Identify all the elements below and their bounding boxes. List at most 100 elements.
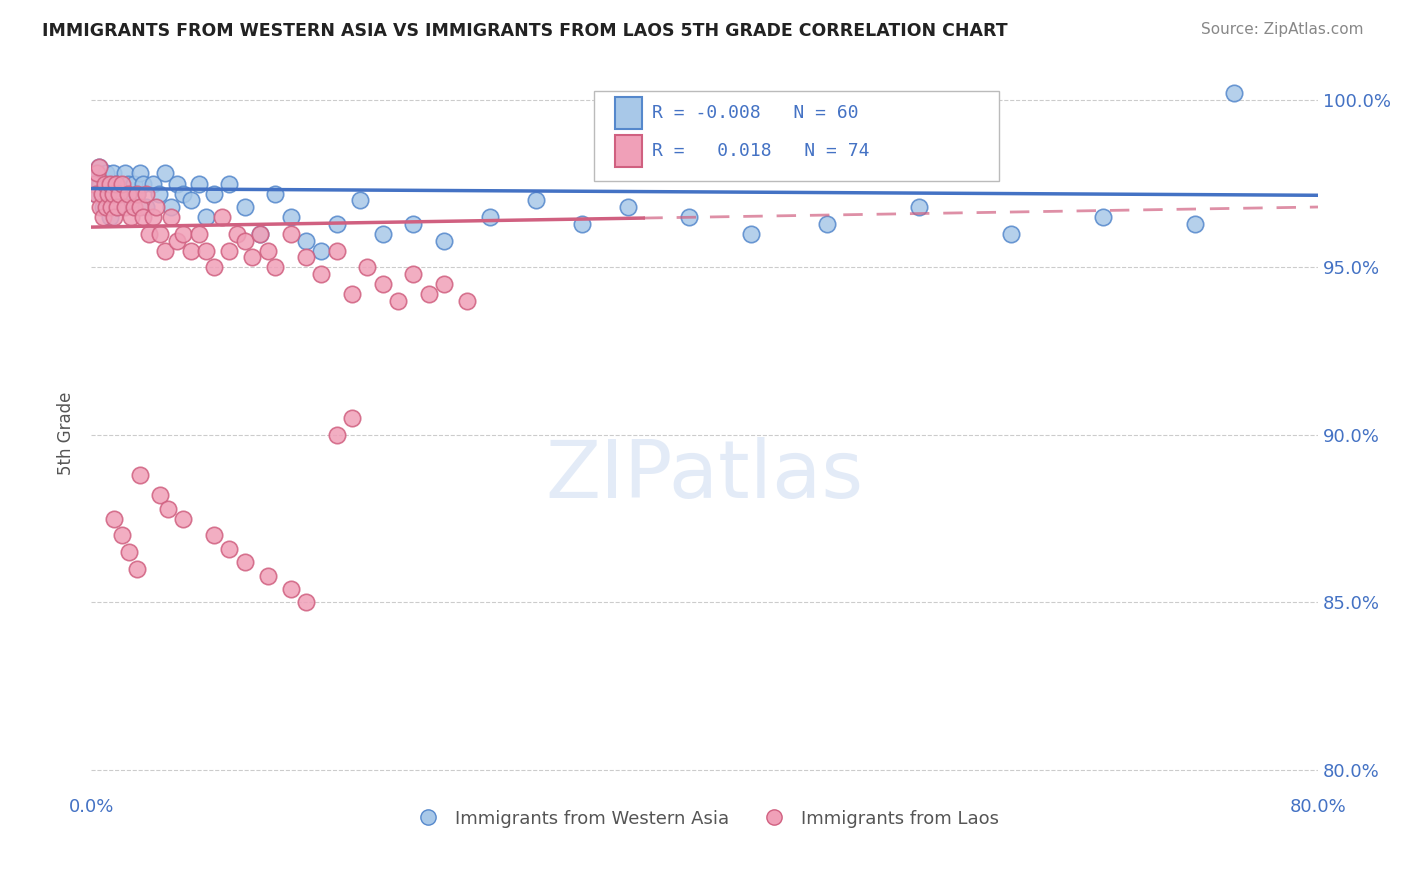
- Point: [153, 244, 176, 258]
- Point: [172, 511, 194, 525]
- Point: [456, 293, 478, 308]
- Point: [117, 177, 139, 191]
- Point: [1092, 210, 1115, 224]
- Point: [97, 186, 120, 201]
- Point: [187, 177, 209, 191]
- Point: [387, 293, 409, 308]
- Point: [103, 186, 125, 201]
- Point: [153, 167, 176, 181]
- Point: [256, 568, 278, 582]
- Point: [166, 234, 188, 248]
- Point: [83, 177, 105, 191]
- Point: [418, 287, 440, 301]
- Point: [83, 177, 105, 191]
- Point: [129, 167, 152, 181]
- Point: [571, 217, 593, 231]
- Point: [101, 167, 124, 181]
- Point: [218, 541, 240, 556]
- FancyBboxPatch shape: [595, 91, 1000, 181]
- Point: [122, 177, 145, 191]
- Point: [295, 250, 318, 264]
- Point: [211, 210, 233, 224]
- Point: [135, 186, 157, 201]
- Point: [325, 427, 347, 442]
- Point: [84, 186, 107, 201]
- Point: [433, 234, 456, 248]
- Bar: [614, 97, 643, 129]
- Point: [120, 210, 142, 224]
- Point: [309, 267, 332, 281]
- Point: [524, 194, 547, 208]
- Point: [127, 186, 149, 201]
- Point: [87, 160, 110, 174]
- Point: [141, 210, 163, 224]
- Point: [145, 200, 167, 214]
- Point: [135, 200, 157, 214]
- Point: [325, 244, 347, 258]
- Point: [371, 227, 394, 241]
- Point: [218, 244, 240, 258]
- Point: [349, 194, 371, 208]
- Legend: Immigrants from Western Asia, Immigrants from Laos: Immigrants from Western Asia, Immigrants…: [402, 802, 1007, 835]
- Point: [149, 488, 172, 502]
- Point: [280, 227, 302, 241]
- Point: [180, 194, 202, 208]
- Point: [195, 210, 218, 224]
- Point: [433, 277, 456, 291]
- Point: [740, 227, 762, 241]
- Point: [90, 186, 112, 201]
- Point: [138, 227, 160, 241]
- Point: [172, 227, 194, 241]
- Point: [86, 167, 108, 181]
- Point: [1184, 217, 1206, 231]
- Point: [233, 234, 256, 248]
- Point: [160, 210, 183, 224]
- Point: [100, 200, 122, 214]
- Point: [295, 595, 318, 609]
- Point: [96, 200, 118, 214]
- Point: [132, 210, 155, 224]
- Point: [120, 194, 142, 208]
- Point: [97, 194, 120, 208]
- Point: [132, 177, 155, 191]
- Point: [104, 177, 127, 191]
- Point: [225, 227, 247, 241]
- Point: [105, 200, 128, 214]
- Point: [256, 244, 278, 258]
- Point: [149, 227, 172, 241]
- Point: [233, 555, 256, 569]
- Point: [478, 210, 501, 224]
- Point: [202, 186, 225, 201]
- Point: [94, 177, 117, 191]
- Point: [86, 167, 108, 181]
- Point: [280, 210, 302, 224]
- Point: [325, 217, 347, 231]
- Text: R =   0.018   N = 74: R = 0.018 N = 74: [652, 143, 869, 161]
- Point: [264, 260, 287, 275]
- Point: [678, 210, 700, 224]
- Text: ZIPatlas: ZIPatlas: [546, 437, 863, 516]
- Point: [111, 177, 134, 191]
- Point: [117, 186, 139, 201]
- Point: [249, 227, 271, 241]
- Point: [114, 167, 136, 181]
- Point: [90, 186, 112, 201]
- Point: [89, 177, 111, 191]
- Point: [122, 200, 145, 214]
- Point: [1223, 86, 1246, 100]
- Point: [111, 186, 134, 201]
- Point: [127, 562, 149, 576]
- Y-axis label: 5th Grade: 5th Grade: [58, 392, 75, 475]
- Point: [107, 186, 129, 201]
- Point: [815, 217, 838, 231]
- Point: [103, 210, 125, 224]
- Point: [340, 287, 363, 301]
- Point: [93, 200, 115, 214]
- Point: [156, 501, 179, 516]
- Point: [195, 244, 218, 258]
- Point: [98, 210, 121, 224]
- Point: [107, 177, 129, 191]
- Point: [166, 177, 188, 191]
- Point: [1000, 227, 1022, 241]
- Point: [129, 200, 152, 214]
